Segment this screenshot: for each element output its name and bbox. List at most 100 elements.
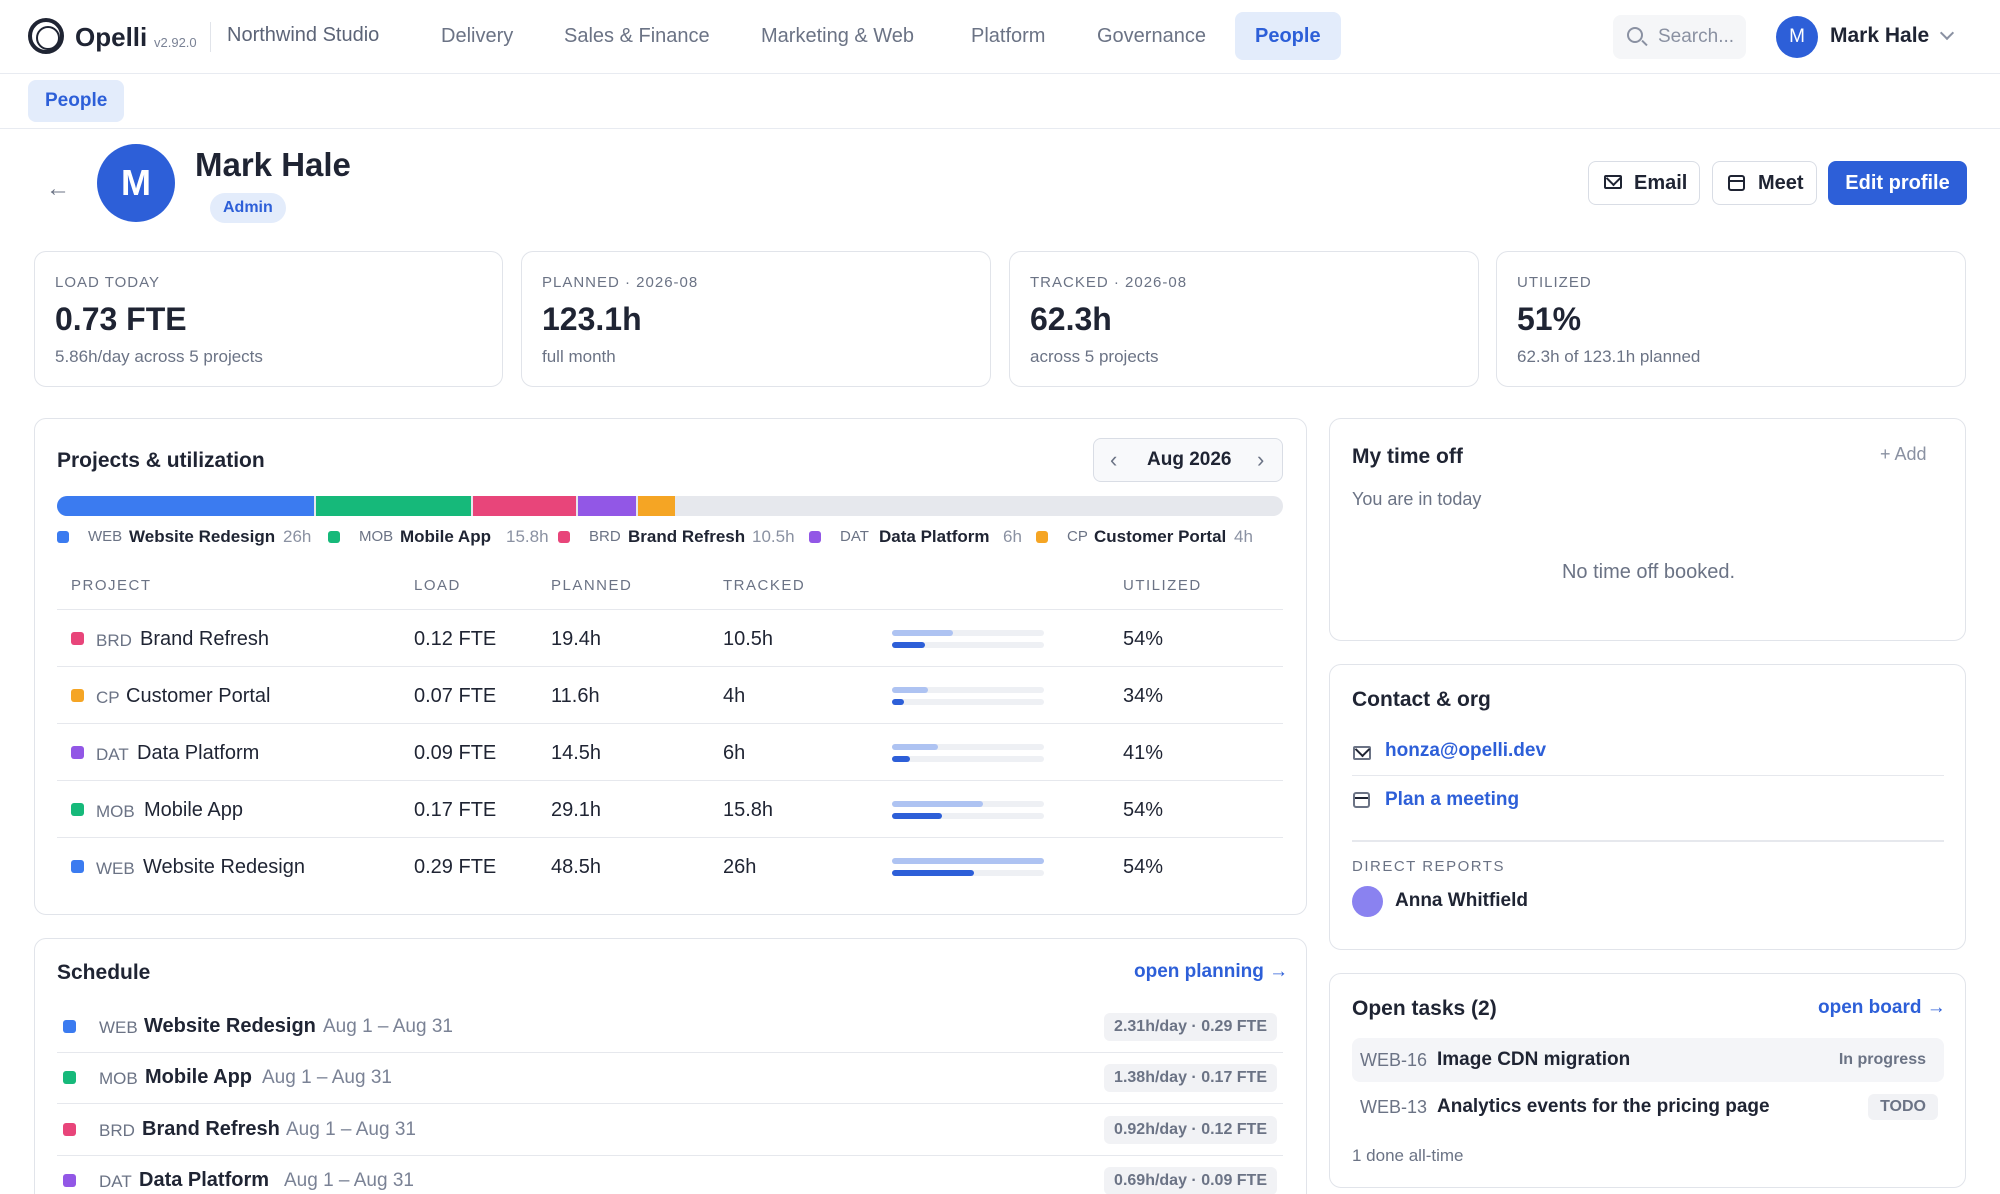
table-row[interactable]: MOB Mobile App 0.17 FTE 29.1h 15.8h 54% (57, 781, 1283, 838)
kpi-sub: full month (542, 347, 616, 366)
open-board-link[interactable]: open board → (1818, 997, 1946, 1018)
report-name[interactable]: Anna Whitfield (1395, 890, 1528, 911)
meet-button-label: Meet (1758, 172, 1804, 194)
project-code: WEB (99, 1018, 138, 1037)
top-navigation: Opelli v2.92.0 Northwind Studio Delivery… (0, 0, 2000, 74)
planned-bar (892, 801, 1044, 807)
schedule-dates: Aug 1 – Aug 31 (262, 1067, 392, 1088)
legend-code: CP (1067, 528, 1088, 545)
edit-profile-button[interactable]: Edit profile (1828, 161, 1967, 205)
nav-delivery[interactable]: Delivery (441, 25, 514, 47)
project-load: 0.17 FTE (414, 799, 497, 821)
contact-email-link[interactable]: honza@opelli.dev (1385, 740, 1547, 761)
chevron-left-icon[interactable]: ‹ (1110, 447, 1118, 472)
open-planning-link[interactable]: open planning → (1134, 961, 1289, 982)
task-item[interactable]: WEB-13 Analytics events for the pricing … (1352, 1085, 1944, 1129)
kpi-load-today: LOAD TODAY 0.73 FTE 5.86h/day across 5 p… (34, 251, 503, 387)
project-load: 0.09 FTE (414, 742, 497, 764)
stack-segment-dat (577, 496, 636, 516)
chevron-right-icon[interactable]: › (1257, 447, 1265, 472)
add-time-off-button[interactable]: + Add (1880, 444, 1927, 464)
search-placeholder: Search... (1658, 26, 1735, 47)
kpi-value: 0.73 FTE (55, 301, 187, 337)
planned-bar (892, 858, 1044, 864)
project-planned: 19.4h (551, 628, 602, 650)
opelli-logo-icon[interactable] (28, 18, 64, 54)
column-header-utilized: UTILIZED (1123, 577, 1202, 594)
breadcrumb-people[interactable]: People (28, 80, 125, 122)
nav-governance[interactable]: Governance (1097, 25, 1206, 47)
app-name[interactable]: Opelli (75, 22, 148, 52)
legend-name: Customer Portal (1094, 527, 1227, 546)
project-utilized: 34% (1123, 685, 1164, 707)
nav-sales-finance[interactable]: Sales & Finance (564, 25, 710, 47)
nav-marketing-web[interactable]: Marketing & Web (761, 25, 915, 47)
chevron-down-icon[interactable] (1939, 25, 1955, 41)
project-planned: 48.5h (551, 856, 602, 878)
stack-segment-cp (637, 496, 676, 516)
tracked-bar (892, 870, 1044, 876)
project-name[interactable]: Mobile App (144, 799, 243, 821)
user-menu-name[interactable]: Mark Hale (1830, 24, 1930, 47)
schedule-row[interactable]: DAT Data Platform Aug 1 – Aug 31 0.69h/d… (57, 1155, 1283, 1194)
project-name[interactable]: Brand Refresh (142, 1118, 280, 1140)
task-item[interactable]: WEB-16 Image CDN migration In progress (1352, 1038, 1944, 1082)
back-arrow-icon[interactable]: ← (46, 175, 70, 202)
task-code: WEB-16 (1360, 1050, 1428, 1070)
planned-bar (892, 744, 1044, 750)
schedule-row[interactable]: WEB Website Redesign Aug 1 – Aug 31 2.31… (57, 1001, 1283, 1052)
project-name[interactable]: Website Redesign (144, 1015, 316, 1037)
email-button[interactable]: Email (1588, 161, 1700, 205)
kpi-utilized: UTILIZED 51% 62.3h of 123.1h planned (1496, 251, 1966, 387)
schedule-rate: 1.38h/day · 0.17 FTE (1104, 1064, 1277, 1092)
table-row[interactable]: WEB Website Redesign 0.29 FTE 48.5h 26h … (57, 838, 1283, 895)
schedule-card: Schedule (34, 938, 1307, 1194)
row-divider (57, 1052, 1283, 1053)
column-header-tracked: TRACKED (723, 577, 806, 594)
nav-people[interactable]: People (1235, 12, 1341, 60)
nav-platform[interactable]: Platform (971, 25, 1046, 47)
project-name[interactable]: Data Platform (139, 1169, 270, 1191)
row-divider (57, 1155, 1283, 1156)
project-color-swatch (63, 1020, 76, 1033)
schedule-row[interactable]: MOB Mobile App Aug 1 – Aug 31 1.38h/day … (57, 1052, 1283, 1103)
project-planned: 11.6h (551, 685, 600, 707)
table-divider (57, 780, 1283, 781)
legend-hours: 26h (283, 527, 312, 546)
task-title[interactable]: Image CDN migration (1437, 1049, 1631, 1070)
project-color-swatch (71, 860, 84, 873)
tracked-bar-fill (892, 699, 905, 705)
project-tracked: 15.8h (723, 799, 774, 821)
project-planned: 29.1h (551, 799, 602, 821)
page-title: Mark Hale (195, 146, 351, 183)
legend-swatch (57, 531, 69, 543)
table-row[interactable]: CP Customer Portal 0.07 FTE 11.6h 4h 34% (57, 667, 1283, 724)
legend-swatch (1036, 531, 1048, 543)
planned-bar (892, 630, 1044, 636)
plan-meeting-link[interactable]: Plan a meeting (1385, 789, 1520, 810)
planned-bar-fill (892, 630, 953, 636)
project-color-swatch (71, 746, 84, 759)
tracked-bar (892, 756, 1044, 762)
project-tracked: 26h (723, 856, 757, 878)
project-name[interactable]: Mobile App (145, 1066, 253, 1088)
month-picker[interactable]: ‹ Aug 2026 › (1093, 438, 1283, 482)
stack-segment-web (57, 496, 314, 516)
schedule-row[interactable]: BRD Brand Refresh Aug 1 – Aug 31 0.92h/d… (57, 1104, 1283, 1155)
org-switcher[interactable]: Northwind Studio (227, 24, 380, 46)
kpi-sub: 5.86h/day across 5 projects (55, 347, 263, 366)
search-icon (1627, 27, 1643, 43)
time-off-status: You are in today (1352, 489, 1482, 509)
project-name[interactable]: Customer Portal (126, 685, 271, 707)
user-avatar[interactable]: M (1776, 16, 1818, 58)
project-name[interactable]: Brand Refresh (140, 628, 269, 650)
search-input[interactable]: Search... (1613, 15, 1746, 59)
project-color-swatch (63, 1174, 76, 1187)
meet-button[interactable]: Meet (1712, 161, 1817, 205)
table-row[interactable]: BRD Brand Refresh 0.12 FTE 19.4h 10.5h 5… (57, 610, 1283, 667)
project-name[interactable]: Website Redesign (143, 856, 305, 878)
project-name[interactable]: Data Platform (137, 742, 260, 764)
schedule-dates: Aug 1 – Aug 31 (286, 1119, 416, 1140)
task-title[interactable]: Analytics events for the pricing page (1437, 1096, 1770, 1117)
table-row[interactable]: DAT Data Platform 0.09 FTE 14.5h 6h 41% (57, 724, 1283, 781)
